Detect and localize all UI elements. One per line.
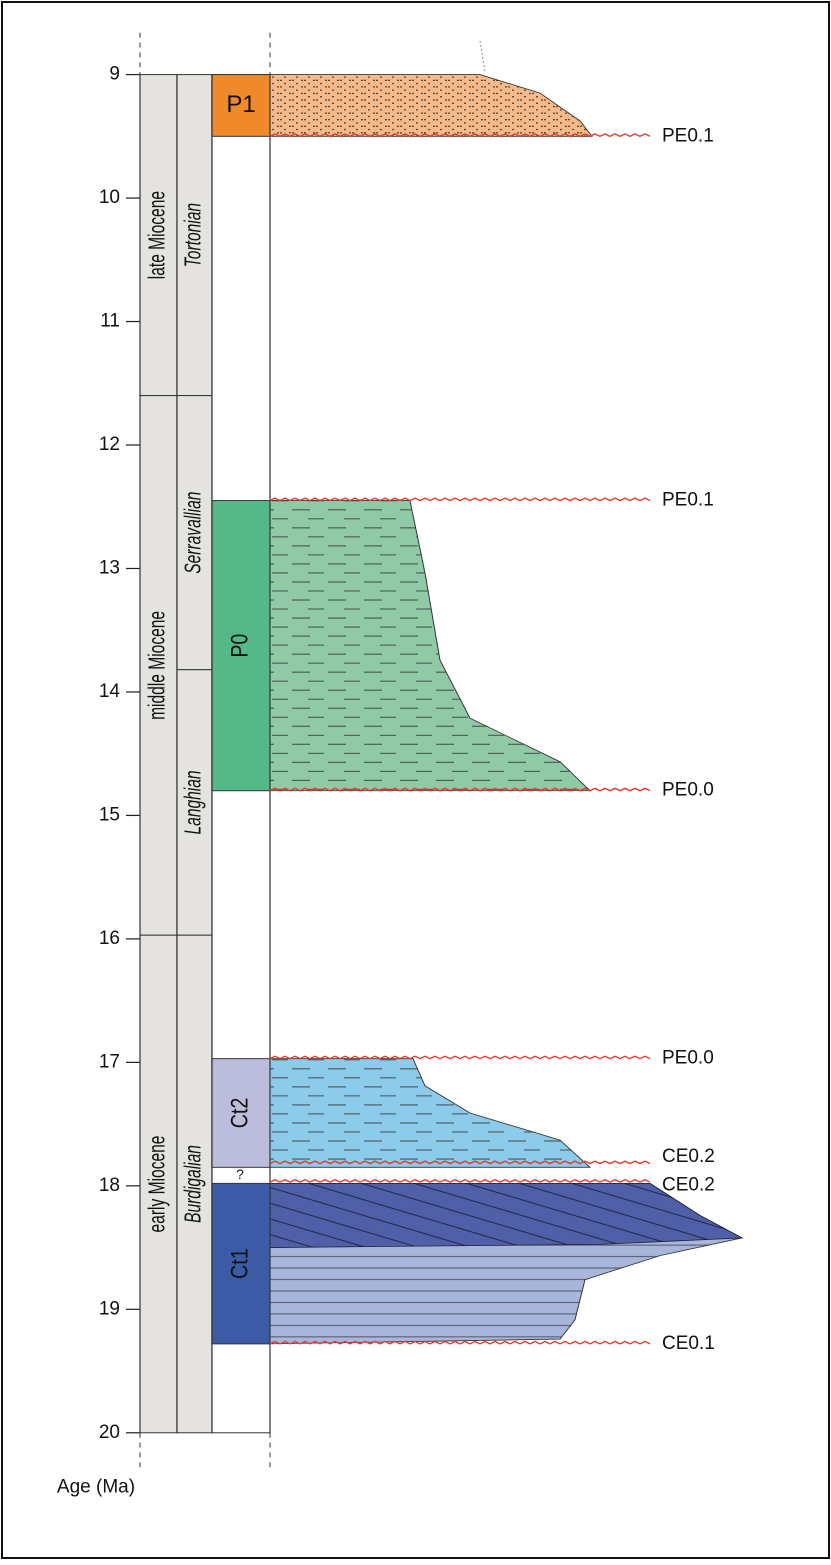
- surface-label: PE0.0: [662, 1048, 714, 1069]
- tick-label: 15: [99, 804, 120, 825]
- surface-label: PE0.1: [662, 490, 714, 511]
- dash-guide: [480, 41, 485, 72]
- surface-label: CE0.1: [662, 1333, 715, 1354]
- epoch-label: early Miocene: [145, 1136, 171, 1233]
- tick-label: 11: [100, 311, 120, 332]
- tick-label: 13: [99, 557, 120, 578]
- stage-label: Serravallian: [181, 492, 207, 574]
- unit-label: Ct2: [225, 1098, 252, 1129]
- lithology-pattern: [270, 1059, 590, 1168]
- unconformity: [270, 1341, 650, 1343]
- unit-label: P0: [225, 634, 252, 658]
- tick-label: 17: [99, 1051, 120, 1072]
- tick-label: 20: [99, 1422, 120, 1443]
- tick-label: 18: [99, 1175, 120, 1196]
- stratigraphic-diagram: Age (Ma) 9 10 11 12 13 14 15 16 17 18 19 20 late Mioc…: [0, 0, 831, 1560]
- unit-label: P1: [226, 91, 255, 118]
- unit-label: Ct1: [225, 1248, 252, 1279]
- epoch-label: late Miocene: [145, 191, 171, 279]
- tick-label: 12: [99, 434, 120, 455]
- tick-label: 19: [99, 1298, 120, 1319]
- tick-label: 16: [99, 928, 120, 949]
- unconformity: [270, 1180, 650, 1182]
- surface-label: PE0.0: [662, 780, 714, 801]
- epoch-label: middle Miocene: [145, 611, 171, 720]
- surface-label: PE0.1: [662, 125, 714, 146]
- surface-label: CE0.2: [662, 1174, 715, 1195]
- stage-label: Tortonian: [181, 203, 207, 267]
- lithology-pattern: [270, 501, 590, 791]
- stage-label: Langhian: [181, 770, 207, 834]
- tick-label: 9: [109, 64, 120, 85]
- tick-label: 14: [99, 681, 121, 702]
- lithology-pattern: [270, 75, 592, 137]
- content: Age (Ma) 9 10 11 12 13 14 15 16 17 18 19 20 late Mioc…: [57, 0, 742, 1498]
- stage-label: Burdigalian: [181, 1145, 207, 1223]
- axis-label: Age (Ma): [57, 1477, 135, 1498]
- unknown-mark: ?: [236, 1166, 244, 1182]
- surface-label: CE0.2: [662, 1146, 715, 1167]
- tick-label: 10: [99, 187, 120, 208]
